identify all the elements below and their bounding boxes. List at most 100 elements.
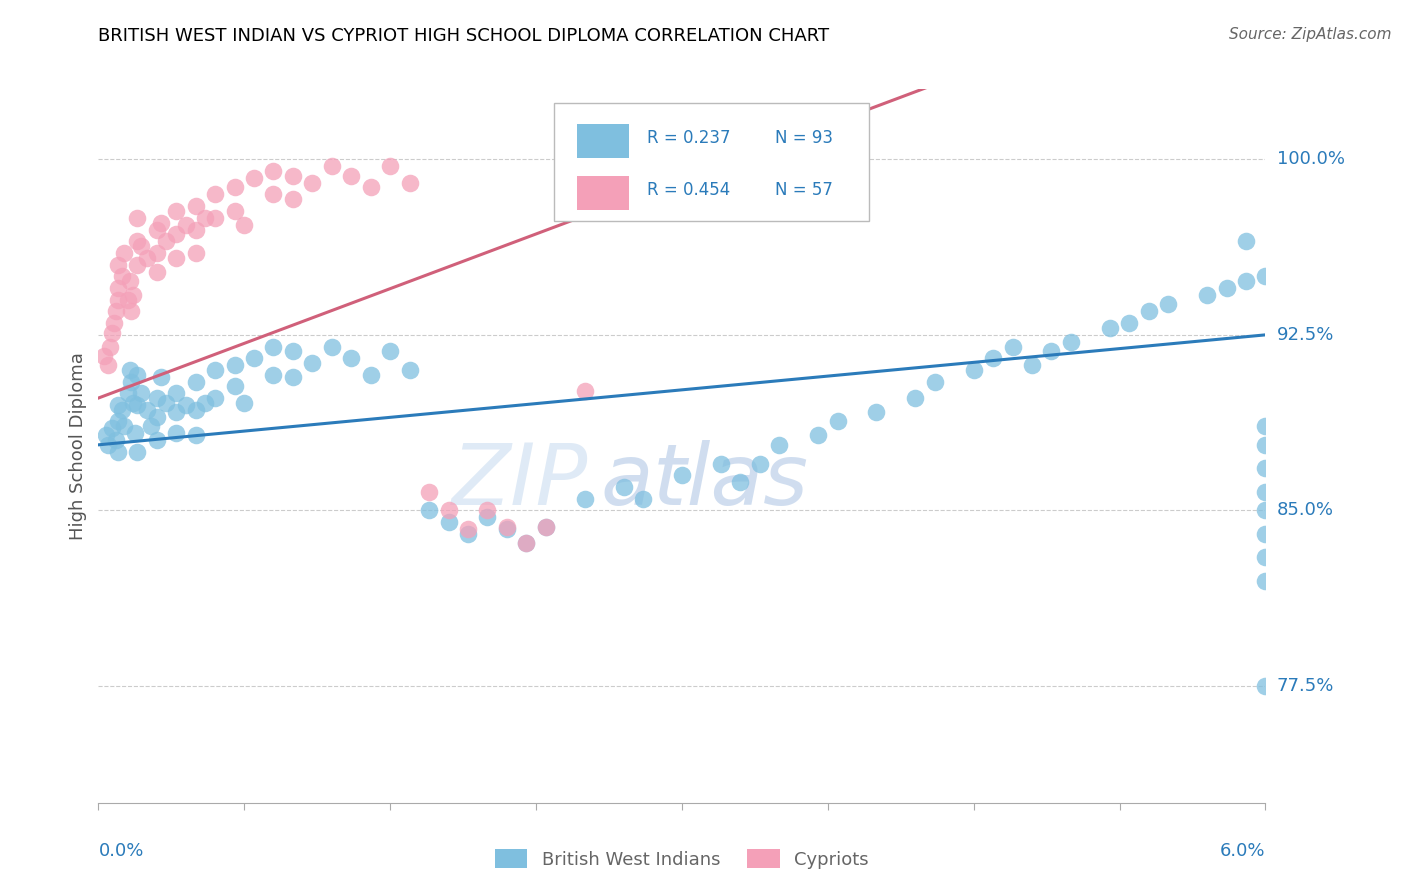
Point <box>224 379 246 393</box>
Point <box>496 519 519 533</box>
Point <box>107 398 129 412</box>
Point <box>98 340 121 354</box>
Point <box>103 316 125 330</box>
Point <box>924 375 946 389</box>
Text: N = 57: N = 57 <box>775 181 834 199</box>
Point <box>204 211 226 225</box>
Point <box>146 391 169 405</box>
Text: atlas: atlas <box>600 440 808 524</box>
Point <box>155 234 177 248</box>
Point <box>224 203 246 218</box>
Point <box>112 246 135 260</box>
Text: R = 0.454: R = 0.454 <box>647 181 730 199</box>
Point <box>1195 288 1218 302</box>
Point <box>301 356 323 370</box>
Point <box>378 160 402 174</box>
Point <box>321 160 343 174</box>
Point <box>437 515 460 529</box>
Point <box>534 519 557 533</box>
Point <box>96 428 118 442</box>
Point <box>121 304 143 318</box>
Point <box>262 164 284 178</box>
Point <box>127 368 149 382</box>
Point <box>146 246 169 260</box>
Point <box>101 421 124 435</box>
Bar <box>576 124 630 158</box>
Point <box>97 359 120 373</box>
Point <box>184 375 207 389</box>
Point <box>1254 484 1277 499</box>
Point <box>165 426 187 441</box>
Point <box>1234 274 1257 288</box>
Point <box>360 368 382 382</box>
Point <box>1254 550 1277 565</box>
Text: 100.0%: 100.0% <box>1277 151 1344 169</box>
Point <box>117 293 139 307</box>
Text: 85.0%: 85.0% <box>1277 501 1333 519</box>
Point <box>104 433 127 447</box>
Point <box>1001 340 1024 354</box>
Point <box>748 457 770 471</box>
Point <box>117 386 139 401</box>
Point <box>437 503 460 517</box>
Text: 92.5%: 92.5% <box>1277 326 1334 343</box>
Point <box>204 187 226 202</box>
Point <box>121 375 143 389</box>
Point <box>321 340 343 354</box>
Point <box>1118 316 1140 330</box>
Point <box>1021 359 1043 373</box>
Point <box>457 522 479 536</box>
Point <box>262 340 284 354</box>
Point <box>262 368 284 382</box>
Point <box>710 457 733 471</box>
Point <box>1254 461 1277 475</box>
Point <box>457 526 479 541</box>
Point <box>184 222 207 236</box>
Text: N = 93: N = 93 <box>775 129 834 147</box>
Point <box>104 304 127 318</box>
Point <box>146 222 169 236</box>
Point <box>136 251 159 265</box>
Text: Source: ZipAtlas.com: Source: ZipAtlas.com <box>1229 27 1392 42</box>
Point <box>1254 503 1277 517</box>
Point <box>165 405 187 419</box>
Point <box>97 438 120 452</box>
Point <box>515 536 537 550</box>
Point <box>165 227 187 242</box>
Point <box>301 176 323 190</box>
Point <box>281 370 304 384</box>
Point <box>184 402 207 417</box>
Point <box>1137 304 1160 318</box>
Point <box>398 176 420 190</box>
Point <box>174 398 197 412</box>
Point <box>107 293 129 307</box>
Point <box>671 468 693 483</box>
Text: 77.5%: 77.5% <box>1277 677 1334 695</box>
Point <box>1098 321 1121 335</box>
FancyBboxPatch shape <box>554 103 869 221</box>
Point <box>204 391 226 405</box>
Point <box>146 433 169 447</box>
Point <box>340 351 363 366</box>
Point <box>165 251 187 265</box>
Point <box>149 216 172 230</box>
Point <box>111 269 134 284</box>
Point <box>612 480 634 494</box>
Point <box>127 445 149 459</box>
Point <box>127 398 149 412</box>
Point <box>574 384 596 398</box>
Point <box>165 386 187 401</box>
Point <box>962 363 984 377</box>
Point <box>262 187 284 202</box>
Point <box>184 199 207 213</box>
Point <box>146 265 169 279</box>
Point <box>124 426 146 441</box>
Point <box>1254 679 1277 693</box>
Point <box>194 395 217 409</box>
Point <box>184 428 207 442</box>
Point <box>224 359 246 373</box>
Point <box>129 239 152 253</box>
Point <box>1040 344 1063 359</box>
Point <box>1254 526 1277 541</box>
Point <box>155 395 177 409</box>
